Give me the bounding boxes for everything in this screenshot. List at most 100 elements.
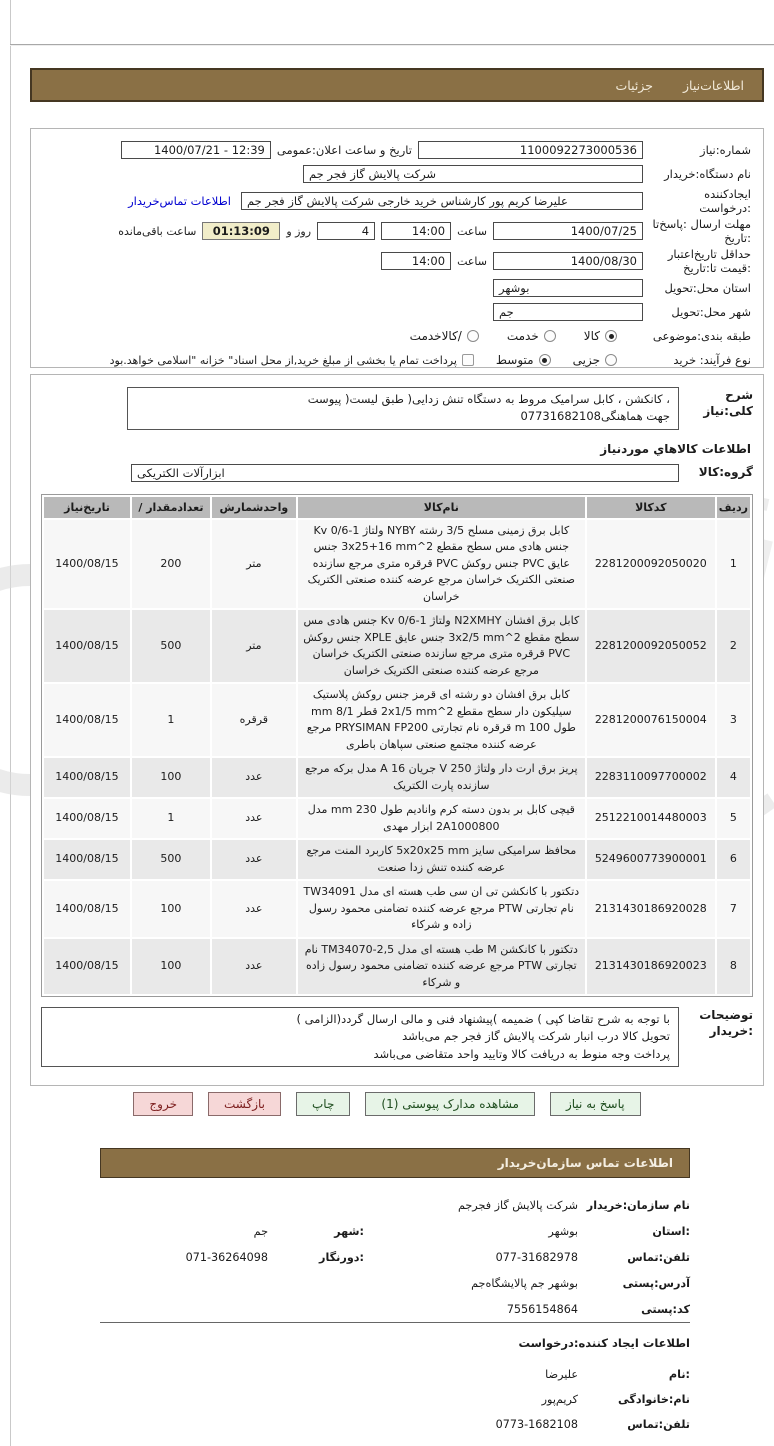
treasury-checkbox[interactable] bbox=[461, 354, 474, 366]
radio-goods-icon[interactable] bbox=[605, 330, 617, 342]
cell-qty: 100 bbox=[131, 881, 210, 937]
announce-label: تاریخ و ساعت اعلان:عمومی bbox=[276, 143, 412, 157]
cell-code: 2281200092050052 bbox=[586, 610, 715, 682]
validity-date-field[interactable]: 1400/08/30 bbox=[493, 252, 643, 270]
classification-row: طبقه بندی:موضوعی کالا خدمت /کالاخدمت bbox=[43, 324, 751, 348]
radio-goods-service-icon[interactable] bbox=[466, 330, 479, 342]
radio-service-label: خدمت bbox=[506, 329, 539, 343]
postal-label: کد:پستی bbox=[641, 1302, 690, 1316]
cell-unit: قرقره bbox=[211, 684, 296, 756]
cell-qty: 500 bbox=[131, 610, 210, 682]
table-row[interactable]: 5 2512210014480003 قیچی کابل بر بدون دست… bbox=[44, 799, 750, 838]
col-name: نام‌کالا bbox=[297, 496, 585, 518]
city-row: شهر محل:تحویل جم bbox=[43, 300, 751, 324]
deadline-row: مهلت ارسال :پاسخ‌تا :تاریخ 1400/07/25 سا… bbox=[43, 216, 751, 246]
deadline-time-field[interactable]: 14:00 bbox=[381, 222, 452, 240]
days-field[interactable]: 4 bbox=[317, 222, 376, 240]
creator-section-title: اطلاعات ایجاد کننده:درخواست bbox=[518, 1336, 690, 1350]
reply-button[interactable]: پاسخ به نیاز bbox=[549, 1092, 641, 1116]
page-top-rule bbox=[10, 44, 774, 46]
deadline-date-field[interactable]: 1400/07/25 bbox=[493, 222, 643, 240]
table-row[interactable]: 1 2281200092050020 کابل برق زمینی مسلح 3… bbox=[44, 519, 750, 608]
tab-bar: اطلاعات‌نیاز جزئیات bbox=[30, 68, 764, 102]
table-row[interactable]: 3 2281200076150004 کابل برق افشان دو رشت… bbox=[44, 684, 750, 756]
items-section-title: اطلاعات کالاهاي موردنیاز bbox=[600, 441, 751, 456]
contact-address-row: آدرس:پستی بوشهر جم پالایشگاه‌جم bbox=[100, 1270, 690, 1296]
print-button[interactable]: چاپ bbox=[296, 1092, 351, 1116]
address-value: بوشهر جم پالایشگاه‌جم bbox=[471, 1276, 578, 1290]
need-number-field[interactable]: 1100092273000536 bbox=[418, 141, 643, 159]
process-type-label: نوع فرآیند: خرید bbox=[673, 352, 751, 367]
cell-name: دتکتور با کانکشن M طب هسته ای مدل TM3407… bbox=[297, 938, 585, 994]
deadline-hour-label: ساعت bbox=[457, 224, 487, 238]
action-button-bar: پاسخ به نیاز مشاهده مدارک پیوستی (1) چاپ… bbox=[0, 1092, 774, 1116]
creator-phone-row: تلفن:تماس 0773-1682108 bbox=[100, 1412, 690, 1437]
process-type-row: نوع فرآیند: خرید جزیی متوسط پرداخت تمام … bbox=[43, 348, 751, 372]
buyer-contact-link[interactable]: اطلاعات تماس‌خریدار bbox=[128, 194, 231, 208]
buyer-org-field[interactable]: شرکت پالایش گاز فجر جم bbox=[303, 165, 643, 183]
radio-partial-label: جزیی bbox=[572, 353, 600, 367]
table-row[interactable]: 4 2283110097700002 پریز برق ارت دار ولتا… bbox=[44, 758, 750, 797]
radio-medium-icon[interactable] bbox=[538, 354, 551, 366]
tab-need-info[interactable]: اطلاعات‌نیاز bbox=[682, 77, 744, 93]
cell-row: 7 bbox=[716, 881, 750, 937]
radio-service-icon[interactable] bbox=[543, 330, 556, 342]
province-value: بوشهر bbox=[548, 1224, 578, 1238]
announce-datetime-field[interactable]: 1400/07/21 - 12:39 bbox=[120, 141, 271, 159]
radio-goods-service[interactable]: /کالاخدمت bbox=[410, 329, 479, 343]
need-desc-field[interactable]: ، کانکشن ، کابل سرامیک مروط به دستگاه تن… bbox=[127, 387, 679, 430]
phone-label: تلفن:تماس bbox=[627, 1250, 690, 1264]
cell-name: دتکتور با کانکشن تی ان سی طب هسته ای مدل… bbox=[297, 881, 585, 937]
cell-row: 2 bbox=[716, 610, 750, 682]
goods-group-field[interactable]: ابزارآلات الکتریکی bbox=[131, 463, 679, 482]
cell-date: 1400/08/15 bbox=[44, 610, 130, 682]
remaining-label: ساعت باقی‌مانده bbox=[118, 224, 197, 238]
tab-details[interactable]: جزئیات bbox=[615, 77, 653, 93]
back-button[interactable]: بازگشت bbox=[208, 1092, 281, 1116]
cell-unit: عدد bbox=[211, 758, 296, 797]
org-label: نام سازمان:خریدار bbox=[586, 1198, 690, 1212]
city-field[interactable]: جم bbox=[493, 303, 643, 321]
need-summary-panel: شماره:نیاز 1100092273000536 تاریخ و ساعت… bbox=[30, 128, 764, 368]
cell-qty: 100 bbox=[131, 758, 210, 797]
creator-label: ایجادکننده :درخواست bbox=[699, 186, 751, 215]
goods-group-label: گروه:کالا bbox=[698, 464, 753, 479]
cell-row: 1 bbox=[716, 519, 750, 608]
radio-goods[interactable]: کالا bbox=[584, 329, 617, 343]
radio-partial-icon[interactable] bbox=[605, 354, 617, 366]
deadline-label: مهلت ارسال :پاسخ‌تا :تاریخ bbox=[652, 216, 751, 245]
buyer-notes-field[interactable]: با توجه به شرح تقاضا کپی ) ضمیمه )پیشنها… bbox=[41, 1007, 679, 1067]
cell-qty: 100 bbox=[131, 938, 210, 994]
cell-date: 1400/08/15 bbox=[44, 881, 130, 937]
cell-code: 2281200076150004 bbox=[586, 684, 715, 756]
cell-unit: عدد bbox=[211, 799, 296, 838]
city-value: جم bbox=[253, 1224, 268, 1238]
province-field[interactable]: بوشهر bbox=[493, 279, 643, 297]
city-label: :شهر bbox=[334, 1224, 364, 1238]
need-desc-row: شرح کلی:نیاز ، کانکشن ، کابل سرامیک مروط… bbox=[41, 387, 753, 430]
table-row[interactable]: 7 2131430186920028 دتکتور با کانکشن تی ا… bbox=[44, 881, 750, 937]
cell-unit: متر bbox=[211, 519, 296, 608]
table-row[interactable]: 6 5249600773900001 محافظ سرامیکی سایز 5x… bbox=[44, 840, 750, 879]
creator-field[interactable]: علیرضا کریم پور کارشناس خرید خارجی شرکت … bbox=[241, 192, 643, 210]
radio-partial[interactable]: جزیی bbox=[573, 353, 617, 367]
radio-service[interactable]: خدمت bbox=[507, 329, 556, 343]
validity-time-field[interactable]: 14:00 bbox=[381, 252, 452, 270]
exit-button[interactable]: خروج bbox=[133, 1092, 193, 1116]
cell-date: 1400/08/15 bbox=[44, 840, 130, 879]
goods-group-row: گروه:کالا ابزارآلات الکتریکی bbox=[41, 463, 753, 482]
radio-medium[interactable]: متوسط bbox=[496, 353, 551, 367]
cell-qty: 200 bbox=[131, 519, 210, 608]
creator-info: :نام علیرضا نام:خانوادگی کریم‌پور تلفن:ت… bbox=[100, 1362, 690, 1437]
treasury-checkbox-opt[interactable]: پرداخت تمام یا بخشی از مبلغ خرید,از محل … bbox=[110, 354, 474, 367]
cell-row: 5 bbox=[716, 799, 750, 838]
province-label: استان محل:تحویل bbox=[664, 280, 751, 295]
table-row[interactable]: 8 2131430186920023 دتکتور با کانکشن M طب… bbox=[44, 938, 750, 994]
table-row[interactable]: 2 2281200092050052 کابل برق افشان N2XMHY… bbox=[44, 610, 750, 682]
cell-code: 5249600773900001 bbox=[586, 840, 715, 879]
creator-firstname-row: :نام علیرضا bbox=[100, 1362, 690, 1387]
cell-name: کابل برق زمینی مسلح 3/5 رشته NYBY ولتاژ … bbox=[297, 519, 585, 608]
contact-org-row: نام سازمان:خریدار شرکت پالایش گاز فجرجم bbox=[100, 1192, 690, 1218]
cell-code: 2512210014480003 bbox=[586, 799, 715, 838]
view-attachments-button[interactable]: مشاهده مدارک پیوستی (1) bbox=[365, 1092, 535, 1116]
